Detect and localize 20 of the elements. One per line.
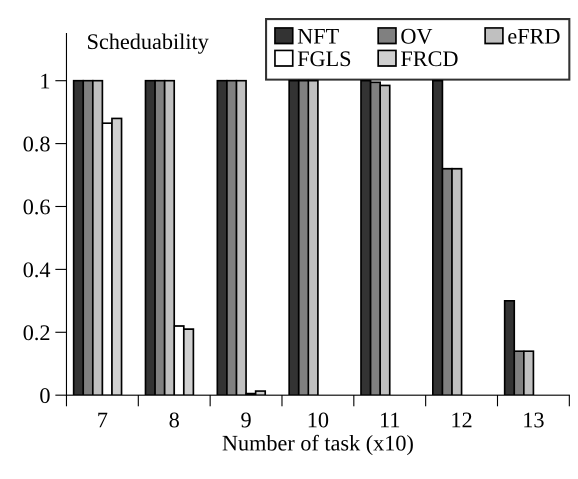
x-tick-label: 11 (381, 412, 400, 428)
y-tick-label: 0.4 (24, 262, 50, 278)
y-tick-label: 0.8 (24, 136, 50, 152)
x-tick-label: 9 (241, 412, 251, 428)
y-tick-label: 1 (41, 74, 50, 88)
x-tick-label: 7 (98, 412, 108, 428)
legend-label: FRCD (401, 51, 458, 66)
legend-label: eFRD (508, 28, 560, 44)
legend-label: OV (401, 28, 432, 44)
y-tick-label: 0.6 (24, 199, 50, 215)
x-axis-title: Number of task (x10) (222, 434, 413, 456)
y-tick-label: 0 (40, 388, 50, 404)
x-tick-label: 10 (308, 412, 328, 428)
y-tick-label: 0.2 (24, 325, 50, 340)
y-axis-title: Scheduability (88, 34, 209, 54)
legend-label: FGLS (298, 51, 350, 66)
legend-label: NFT (298, 28, 339, 44)
x-tick-label: 8 (170, 412, 179, 428)
x-tick-label: 12 (452, 412, 472, 428)
x-tick-label: 13 (524, 412, 544, 428)
